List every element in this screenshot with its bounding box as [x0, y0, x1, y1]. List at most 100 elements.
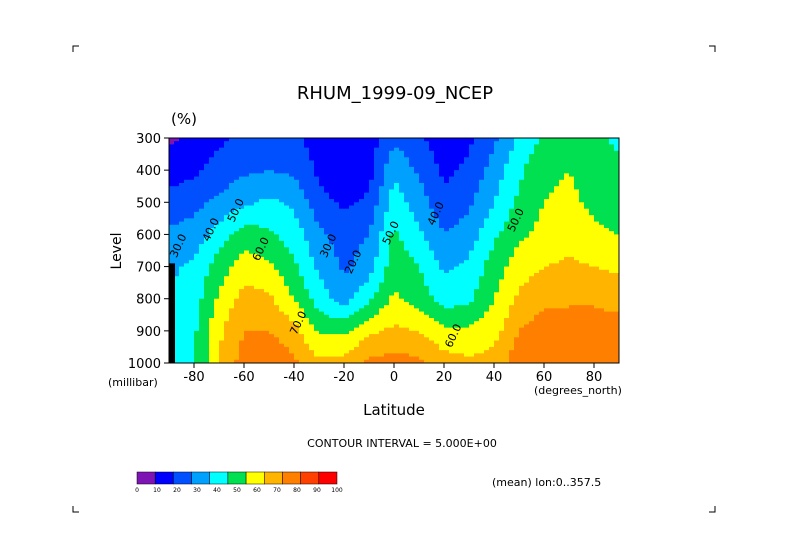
contour-cell [264, 273, 270, 277]
contour-cell [499, 269, 505, 274]
contour-cell [214, 282, 220, 287]
contour-cell [314, 330, 320, 335]
contour-cell [389, 234, 395, 239]
contour-cell [449, 295, 455, 300]
contour-cell [239, 256, 245, 261]
contour-cell [429, 240, 435, 245]
corner-marks [72, 45, 716, 513]
contour-cell [244, 327, 250, 332]
contour-cell [354, 250, 360, 255]
contour-cell [339, 327, 345, 332]
contour-cell [454, 141, 460, 146]
contour-cell [169, 253, 175, 258]
contour-cell [469, 301, 475, 306]
contour-cell [214, 289, 220, 293]
contour-cell [349, 186, 355, 191]
contour-cell [259, 253, 265, 258]
contour-cell [189, 340, 195, 345]
contour-cell [519, 218, 525, 223]
contour-cell [384, 311, 390, 316]
contour-cell [399, 215, 405, 219]
contour-cell [349, 218, 355, 223]
contour-cell [349, 173, 355, 178]
contour-cell [429, 228, 435, 232]
contour-cell [519, 150, 525, 155]
contour-cell [344, 298, 350, 303]
contour-cell [239, 250, 245, 255]
contour-cell [184, 350, 190, 354]
contour-cell [349, 170, 355, 174]
contour-cell [519, 318, 525, 322]
contour-cell [254, 170, 260, 174]
contour-cell [354, 189, 360, 194]
contour-cell [204, 189, 210, 194]
contour-cell [204, 289, 210, 293]
contour-cell [319, 205, 325, 210]
contour-cell [309, 253, 315, 258]
contour-cell [429, 166, 435, 171]
contour-cell [204, 343, 210, 348]
contour-cell [244, 260, 250, 264]
contour-cell [464, 308, 470, 313]
contour-cell [284, 157, 290, 162]
contour-cell [389, 298, 395, 303]
contour-cell [399, 301, 405, 306]
contour-cell [339, 250, 345, 255]
contour-cell [269, 334, 275, 338]
contour-cell [239, 166, 245, 171]
contour-cell [514, 256, 520, 261]
contour-cell [444, 144, 450, 149]
contour-cell [409, 330, 415, 335]
contour-cell [459, 173, 465, 178]
contour-cell [399, 138, 405, 142]
contour-cell [294, 279, 300, 284]
contour-cell [229, 163, 235, 168]
contour-cell [499, 170, 505, 174]
contour-cell [464, 305, 470, 309]
contour-cell [399, 282, 405, 287]
contour-cell [369, 147, 375, 152]
contour-cell [514, 263, 520, 268]
contour-cell [479, 356, 485, 361]
contour-cell [219, 154, 225, 158]
contour-cell [349, 211, 355, 216]
contour-cell [374, 292, 380, 297]
contour-cell [299, 279, 305, 284]
contour-cell [484, 147, 490, 152]
contour-cell [309, 237, 315, 242]
contour-cell [349, 305, 355, 309]
contour-cell [469, 157, 475, 162]
contour-cell [429, 298, 435, 303]
contour-cell [224, 260, 230, 264]
contour-cell [229, 298, 235, 303]
contour-cell [414, 166, 420, 171]
contour-cell [469, 173, 475, 178]
contour-cell [194, 324, 200, 329]
contour-cell [404, 350, 410, 354]
contour-cell [344, 160, 350, 165]
contour-cell [394, 221, 400, 226]
contour-cell [494, 266, 500, 271]
contour-cell [484, 218, 490, 223]
contour-cell [279, 273, 285, 277]
contour-cell [294, 189, 300, 194]
contour-cell [259, 183, 265, 187]
contour-cell [289, 166, 295, 171]
contour-cell [264, 350, 270, 354]
contour-cell [419, 179, 425, 184]
contour-cell [384, 359, 390, 363]
contour-cell [419, 311, 425, 316]
contour-cell [214, 292, 220, 297]
contour-cell [174, 170, 180, 174]
contour-cell [319, 240, 325, 245]
contour-cell [369, 346, 375, 351]
contour-cell [389, 208, 395, 213]
contour-cell [489, 157, 495, 162]
contour-cell [424, 170, 430, 174]
contour-cell [519, 244, 525, 248]
contour-cell [359, 279, 365, 284]
contour-cell [169, 179, 175, 184]
contour-cell [279, 298, 285, 303]
contour-cell [514, 199, 520, 203]
contour-cell [354, 324, 360, 329]
